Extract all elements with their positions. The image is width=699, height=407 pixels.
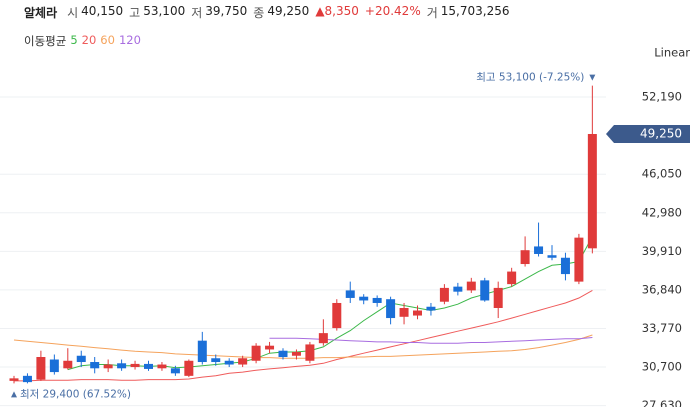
ma-line [67,236,593,371]
candle-body [184,360,194,376]
change: ▲8,350 [315,4,359,18]
ma-line [14,289,593,382]
y-tick-label: 33,770 [642,321,682,335]
candle-body [413,310,422,316]
candle-body [211,358,221,363]
field-label: 고 [129,6,141,20]
y-tick-label: 42,980 [642,205,682,219]
candle-body [251,345,261,361]
field-label: 저 [191,6,203,20]
candle-body [372,297,382,303]
candle-body [224,360,234,365]
legend-entry[interactable]: 20 [81,33,97,47]
legend-title: 이동평균 [24,34,67,48]
candle-body [480,280,490,301]
candle-body [520,250,530,265]
ma-line [269,337,593,344]
field-label: 종 [253,6,265,20]
legend-entry[interactable]: 60 [100,33,115,47]
candle-body [507,271,517,285]
field-value: 39,750 [205,4,248,18]
candle-body [278,350,288,357]
y-tick-label: 52,190 [642,90,682,104]
y-tick-label: 36,840 [642,282,682,296]
candle-body [36,356,46,380]
low-note: 최저 29,400 (67.52%) [20,388,131,400]
candle-body [197,340,207,363]
candle-body [493,287,503,309]
candle-body [439,287,449,302]
candle-body [103,364,113,369]
field-label: 시 [67,6,79,20]
candle-body [547,255,557,258]
field-value: 53,100 [143,4,186,18]
legend-entry[interactable]: 120 [118,33,141,47]
y-tick-label: 39,910 [642,244,682,258]
candle-body [305,344,315,361]
y-tick-label: 46,050 [642,167,682,181]
candle-body [587,133,597,249]
candle-body [466,281,476,291]
header: 알체라 시 40,150 고 53,100 저 39,750 종 49,250 ▲8,3… [24,4,509,21]
candle-body [453,286,463,292]
candle-body [90,362,100,369]
ma-legend: 이동평균 5 20 60 120 [24,33,141,49]
candle-body [144,363,153,369]
scale-mode[interactable]: Linear [654,46,690,60]
candle-body [534,246,544,254]
candle-body [345,290,355,298]
candle-body [117,363,127,369]
note-arrow [11,391,17,398]
ma-line [13,334,593,359]
high-note: 최고 53,100 (-7.25%) [476,72,584,84]
candle-body [9,378,19,381]
field-label: 거 [426,6,438,20]
candle-body [170,368,180,374]
candle-body [560,257,570,275]
candle-body [22,375,32,383]
stock-name: 알체라 [24,6,58,20]
candle-body [63,360,73,369]
price-tag [606,124,690,143]
candle-body [399,308,409,317]
price-tag-label: 49,250 [640,126,682,140]
candle-body [76,355,86,363]
candle-body [426,306,436,311]
candle-body [359,296,369,301]
change-rate: +20.42% [364,4,421,18]
y-tick-label: 30,700 [642,360,682,374]
candle-body [130,363,140,368]
candle-body [318,333,328,344]
candle-body [332,302,342,329]
field-value: 40,150 [81,4,124,18]
candle-body [265,345,275,350]
note-arrow [589,74,596,81]
legend-entry[interactable]: 5 [70,33,78,47]
candle-body [386,299,396,319]
candle-body [291,351,301,356]
volume: 15,703,256 [440,4,510,18]
y-tick-label: 27,630 [642,398,682,407]
field-value: 49,250 [267,4,310,18]
candle-body [49,359,59,373]
candle-body [157,364,167,369]
candle-body [574,237,584,282]
candle-body [238,358,248,365]
